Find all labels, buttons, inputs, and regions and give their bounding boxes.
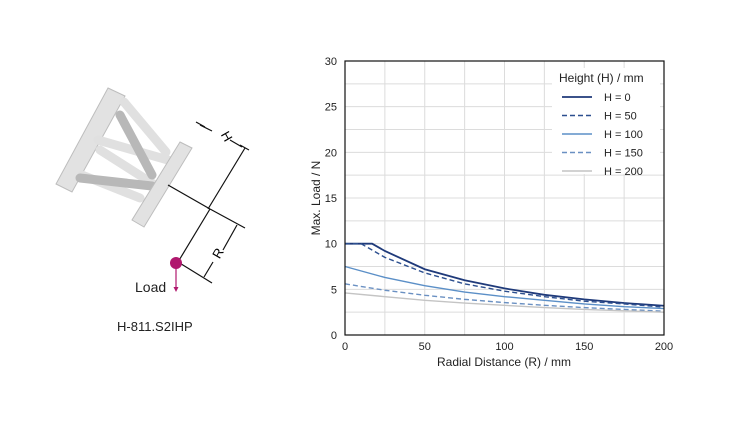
x-tick-label: 50 xyxy=(419,341,431,353)
series-line xyxy=(344,283,665,312)
x-tick-label: 150 xyxy=(575,341,593,353)
series-line xyxy=(345,242,665,308)
y-tick-label: 15 xyxy=(325,193,337,205)
series-line xyxy=(344,265,665,310)
series-line xyxy=(344,292,665,313)
y-tick-label: 30 xyxy=(325,56,337,68)
y-tick-label: 0 xyxy=(331,330,337,342)
y-tick-label: 20 xyxy=(325,147,337,159)
x-tick-label: 200 xyxy=(655,341,673,353)
hexapod-diagram: H R Load H-811.S2IHP xyxy=(55,87,250,334)
x-axis-label: Radial Distance (R) / mm xyxy=(437,355,571,369)
load-label: Load xyxy=(135,279,166,295)
model-label: H-811.S2IHP xyxy=(117,319,193,334)
legend-entry: H = 150 xyxy=(604,148,643,160)
series-line xyxy=(345,242,665,307)
legend-entry: H = 100 xyxy=(604,129,643,141)
x-tick-label: 0 xyxy=(342,341,348,353)
legend-box xyxy=(552,68,660,174)
legend-entry: H = 200 xyxy=(604,166,643,178)
legend-title: Height (H) / mm xyxy=(559,71,644,85)
dimension-lines xyxy=(167,121,250,284)
y-tick-label: 25 xyxy=(325,102,337,114)
legend-entry: H = 50 xyxy=(604,111,637,123)
y-tick-label: 10 xyxy=(325,239,337,251)
plot-frame xyxy=(344,60,665,336)
legend-entry: H = 0 xyxy=(604,92,631,104)
x-tick-label: 100 xyxy=(495,341,513,353)
y-axis-label: Max. Load / N xyxy=(309,161,323,236)
y-tick-label: 5 xyxy=(331,284,337,296)
hexapod-illustration xyxy=(55,87,193,228)
